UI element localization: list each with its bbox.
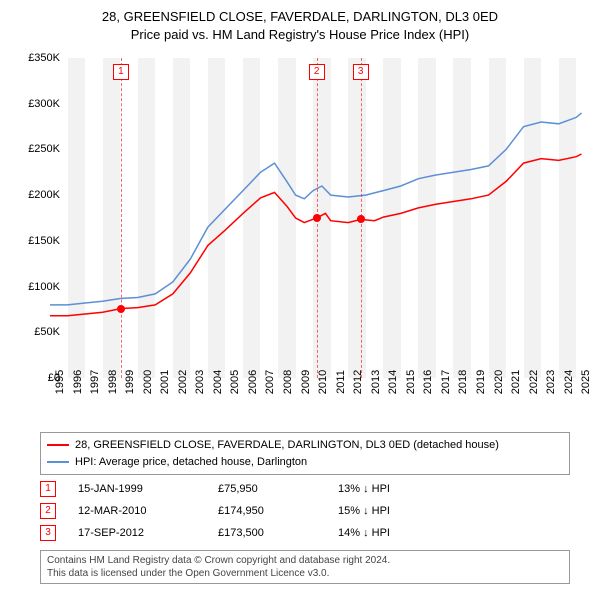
transaction-dot xyxy=(357,215,365,223)
x-tick-label: 2022 xyxy=(528,370,540,394)
x-tick-label: 1995 xyxy=(54,370,66,394)
x-tick-label: 2000 xyxy=(142,370,154,394)
y-tick-label: £150K xyxy=(28,235,60,247)
x-tick-label: 2017 xyxy=(440,370,452,394)
chart-container: 28, GREENSFIELD CLOSE, FAVERDALE, DARLIN… xyxy=(0,0,600,590)
transaction-diff: 15% ↓ HPI xyxy=(338,505,570,517)
footer-line-2: This data is licensed under the Open Gov… xyxy=(47,567,563,580)
transaction-price: £75,950 xyxy=(218,483,338,495)
x-tick-label: 2018 xyxy=(457,370,469,394)
x-tick-label: 2007 xyxy=(264,370,276,394)
transaction-marker: 2 xyxy=(309,64,325,80)
x-tick-label: 2015 xyxy=(405,370,417,394)
legend-label-hpi: HPI: Average price, detached house, Darl… xyxy=(75,454,307,471)
legend-swatch-hpi xyxy=(47,461,69,463)
transaction-diff: 14% ↓ HPI xyxy=(338,527,570,539)
x-tick-label: 2008 xyxy=(282,370,294,394)
x-tick-label: 2011 xyxy=(335,370,347,394)
x-tick-label: 1998 xyxy=(107,370,119,394)
transaction-row: 1 15-JAN-1999£75,95013% ↓ HPI xyxy=(40,478,570,500)
transaction-table: 1 15-JAN-1999£75,95013% ↓ HPI 2 12-MAR-2010… xyxy=(40,478,570,544)
x-tick-label: 1997 xyxy=(89,370,101,394)
transaction-dot xyxy=(117,305,125,313)
x-tick-label: 2002 xyxy=(177,370,189,394)
x-tick-label: 2013 xyxy=(370,370,382,394)
y-tick-label: £250K xyxy=(28,143,60,155)
x-tick-label: 2012 xyxy=(352,370,364,394)
x-tick-label: 2003 xyxy=(194,370,206,394)
transaction-dot xyxy=(313,214,321,222)
transaction-row: 2 12-MAR-2010£174,95015% ↓ HPI xyxy=(40,500,570,522)
legend-label-property: 28, GREENSFIELD CLOSE, FAVERDALE, DARLIN… xyxy=(75,437,499,454)
x-tick-label: 1996 xyxy=(72,370,84,394)
transaction-date: 12-MAR-2010 xyxy=(78,505,218,517)
y-tick-label: £50K xyxy=(34,326,60,338)
x-tick-label: 2004 xyxy=(212,370,224,394)
x-tick-label: 2001 xyxy=(159,370,171,394)
transaction-row-marker: 2 xyxy=(40,503,56,519)
x-tick-label: 2025 xyxy=(580,370,592,394)
y-tick-label: £200K xyxy=(28,189,60,201)
plot-area: 1 2 3 xyxy=(50,58,585,378)
x-tick-label: 2005 xyxy=(229,370,241,394)
transaction-marker: 1 xyxy=(113,64,129,80)
x-tick-label: 2020 xyxy=(493,370,505,394)
transaction-date: 17-SEP-2012 xyxy=(78,527,218,539)
title-line-1: 28, GREENSFIELD CLOSE, FAVERDALE, DARLIN… xyxy=(0,8,600,26)
transaction-vline xyxy=(121,58,122,378)
legend-row-property: 28, GREENSFIELD CLOSE, FAVERDALE, DARLIN… xyxy=(47,437,563,454)
transaction-row: 3 17-SEP-2012£173,50014% ↓ HPI xyxy=(40,522,570,544)
x-tick-label: 2021 xyxy=(510,370,522,394)
legend-swatch-property xyxy=(47,444,69,446)
x-tick-label: 2009 xyxy=(300,370,312,394)
transaction-diff: 13% ↓ HPI xyxy=(338,483,570,495)
y-tick-label: £100K xyxy=(28,281,60,293)
x-tick-label: 2016 xyxy=(422,370,434,394)
title-line-2: Price paid vs. HM Land Registry's House … xyxy=(0,26,600,44)
legend-box: 28, GREENSFIELD CLOSE, FAVERDALE, DARLIN… xyxy=(40,432,570,475)
transaction-date: 15-JAN-1999 xyxy=(78,483,218,495)
transaction-marker: 3 xyxy=(353,64,369,80)
footer-line-1: Contains HM Land Registry data © Crown c… xyxy=(47,554,563,567)
transaction-price: £174,950 xyxy=(218,505,338,517)
chart-title: 28, GREENSFIELD CLOSE, FAVERDALE, DARLIN… xyxy=(0,0,600,44)
transaction-price: £173,500 xyxy=(218,527,338,539)
x-tick-label: 1999 xyxy=(124,370,136,394)
x-tick-label: 2023 xyxy=(545,370,557,394)
transaction-row-marker: 3 xyxy=(40,525,56,541)
x-tick-label: 2019 xyxy=(475,370,487,394)
x-tick-label: 2014 xyxy=(387,370,399,394)
y-tick-label: £300K xyxy=(28,98,60,110)
x-tick-label: 2024 xyxy=(563,370,575,394)
transaction-row-marker: 1 xyxy=(40,481,56,497)
y-tick-label: £350K xyxy=(28,52,60,64)
x-tick-label: 2006 xyxy=(247,370,259,394)
attribution-footer: Contains HM Land Registry data © Crown c… xyxy=(40,550,570,584)
x-tick-label: 2010 xyxy=(317,370,329,394)
legend-row-hpi: HPI: Average price, detached house, Darl… xyxy=(47,454,563,471)
